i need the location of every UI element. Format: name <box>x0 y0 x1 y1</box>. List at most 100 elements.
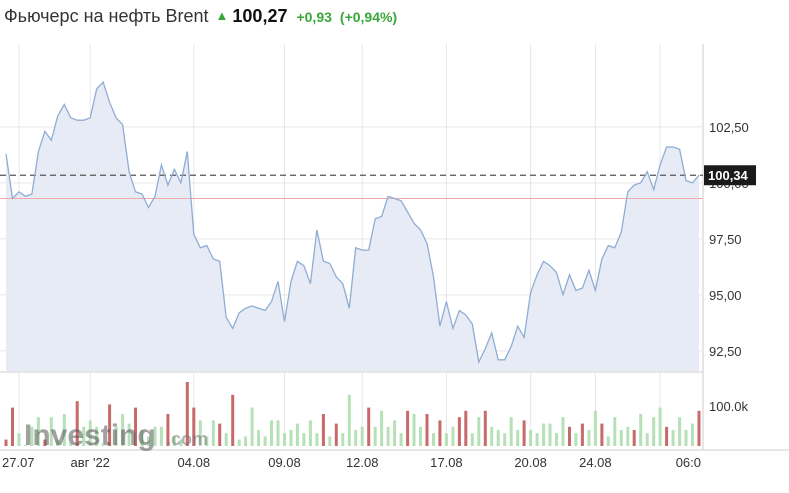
instrument-header: Фьючерс на нефть Brent ▲ 100,27 +0,93 (+… <box>4 6 397 32</box>
volume-bar <box>192 407 196 446</box>
volume-bar <box>613 417 617 446</box>
volume-bar <box>334 423 338 446</box>
volume-bar <box>17 433 21 446</box>
volume-bar <box>691 423 694 446</box>
volume-bar <box>606 436 610 446</box>
volume-bar <box>114 426 118 446</box>
volume-bar <box>600 423 604 446</box>
volume-bar <box>483 410 487 446</box>
volume-bar <box>632 430 636 446</box>
x-tick-label: 06:0 <box>676 455 701 470</box>
volume-bar <box>665 426 669 446</box>
volume-bar <box>205 436 209 446</box>
volume-bar <box>75 401 79 446</box>
volume-bar <box>373 426 377 446</box>
volume-bar <box>587 430 591 446</box>
y-tick-label: 92,50 <box>709 344 742 359</box>
volume-bar <box>542 423 546 446</box>
volume-bar <box>153 426 157 446</box>
volume-bar <box>218 423 222 446</box>
watermark-suffix: .com <box>166 429 208 449</box>
volume-bar <box>626 426 630 446</box>
volume-bar <box>308 420 312 446</box>
volume-bar <box>697 410 701 446</box>
volume-bar <box>522 420 526 446</box>
volume-bar <box>250 407 254 446</box>
volume-scale-label: 100.0k <box>709 399 749 414</box>
volume-bar <box>224 433 228 446</box>
volume-bar <box>347 394 351 446</box>
x-tick-label: 17.08 <box>430 455 463 470</box>
x-tick-label: 09.08 <box>268 455 301 470</box>
volume-bar <box>561 417 565 446</box>
volume-bar <box>438 420 442 446</box>
volume-bar <box>457 417 461 446</box>
volume-bar <box>108 404 112 446</box>
volume-bar <box>276 420 280 446</box>
volume-bar <box>464 410 468 446</box>
volume-bar <box>198 420 202 446</box>
volume-bar <box>419 426 422 446</box>
volume-bar <box>380 410 384 446</box>
volume-bar <box>367 407 371 446</box>
price-change: +0,93 <box>296 9 332 25</box>
volume-bar <box>289 430 293 446</box>
volume-bar <box>43 439 47 446</box>
volume-bar <box>639 414 643 446</box>
volume-bar <box>101 442 105 446</box>
volume-bar <box>82 426 86 446</box>
volume-bar <box>159 426 163 446</box>
volume-bar <box>328 436 332 446</box>
volume-bar <box>490 426 494 446</box>
volume-bar <box>574 433 578 446</box>
volume-bar <box>516 430 520 446</box>
volume-bar <box>477 417 481 446</box>
volume-bar <box>121 414 125 446</box>
volume-bar <box>134 407 137 446</box>
volume-bar <box>444 433 448 446</box>
up-arrow-icon: ▲ <box>215 8 229 23</box>
volume-bar <box>295 423 299 446</box>
volume-bar <box>645 433 649 446</box>
volume-bar <box>302 433 306 446</box>
y-tick-label: 95,00 <box>709 288 742 303</box>
volume-bar <box>244 436 248 446</box>
volume-bar <box>341 433 345 446</box>
volume-bar <box>535 433 539 446</box>
volume-bar <box>69 442 73 446</box>
volume-bar <box>451 426 455 446</box>
volume-bars <box>4 382 701 446</box>
x-tick-label: 24.08 <box>579 455 612 470</box>
last-price: 100,27 <box>232 6 288 26</box>
y-tick-label: 97,50 <box>709 232 742 247</box>
current-price-label: 100,34 <box>708 168 749 183</box>
volume-bar <box>23 445 27 446</box>
volume-bar <box>211 420 215 446</box>
volume-bar <box>548 423 552 446</box>
volume-bar <box>425 414 429 446</box>
volume-bar <box>496 430 500 446</box>
current-price-tag: 100,34 <box>704 165 756 186</box>
volume-bar <box>263 436 267 446</box>
volume-bar <box>315 433 319 446</box>
instrument-title: Фьючерс на нефть Brent <box>4 6 209 26</box>
volume-bar <box>354 430 358 446</box>
volume-bar <box>270 420 273 446</box>
volume-bar <box>231 394 235 446</box>
volume-bar <box>509 417 513 446</box>
x-tick-label: 20.08 <box>514 455 547 470</box>
volume-bar <box>360 426 364 446</box>
volume-bar <box>257 430 261 446</box>
volume-bar <box>11 407 14 446</box>
volume-bar <box>237 439 241 446</box>
volume-bar <box>166 414 170 446</box>
volume-bar <box>172 436 176 446</box>
volume-bar <box>36 417 40 446</box>
volume-bar <box>658 407 662 446</box>
volume-bar <box>555 433 558 446</box>
volume-bar <box>179 439 183 446</box>
volume-bar <box>678 417 682 446</box>
y-tick-label: 102,50 <box>709 120 749 135</box>
